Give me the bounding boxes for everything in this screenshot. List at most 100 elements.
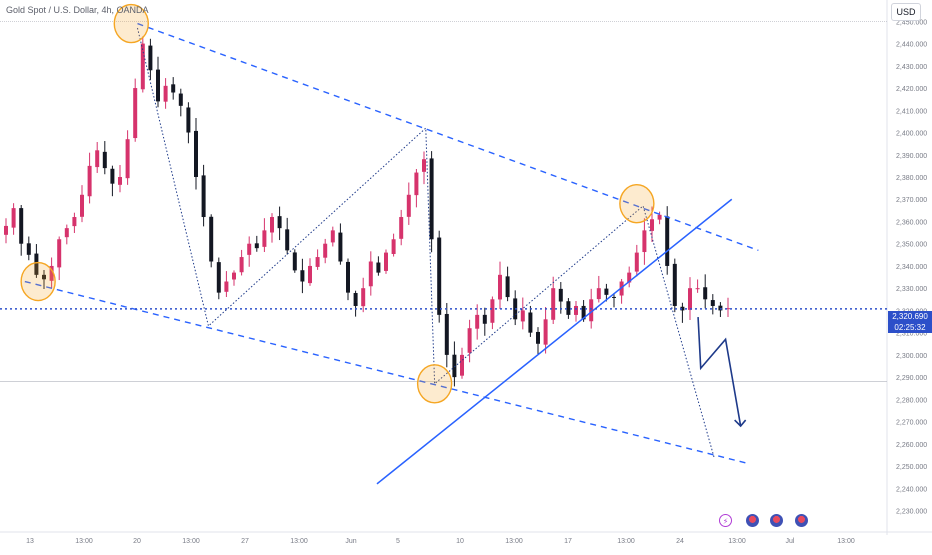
candle-body bbox=[49, 265, 54, 281]
candle-body bbox=[490, 299, 495, 323]
time-tick-label: 20 bbox=[133, 538, 141, 545]
candle-body bbox=[323, 243, 328, 258]
price-tick-label: 2,440.000 bbox=[896, 42, 927, 49]
time-tick-label: 13:00 bbox=[182, 538, 200, 545]
candle-body bbox=[148, 45, 153, 71]
price-tick-label: 2,410.000 bbox=[896, 108, 927, 115]
symbol-title: Gold Spot / U.S. Dollar, 4h, OANDA bbox=[6, 5, 149, 15]
candle-body bbox=[118, 177, 122, 185]
price-tick-label: 2,350.000 bbox=[896, 242, 927, 249]
candle-body bbox=[254, 243, 259, 249]
last-price-label: 2,320.690 02:25:32 bbox=[888, 311, 932, 333]
candle-body bbox=[384, 252, 388, 271]
candle-body bbox=[57, 239, 62, 268]
candle-body bbox=[140, 43, 145, 90]
flash-icon[interactable]: ⚡ bbox=[719, 514, 732, 527]
candle-body bbox=[133, 88, 138, 139]
highlight-circle bbox=[416, 364, 453, 404]
candle-body bbox=[444, 313, 449, 355]
time-tick-label: 27 bbox=[241, 538, 249, 545]
candle-body bbox=[178, 93, 183, 106]
candle-body bbox=[186, 107, 191, 133]
price-tick-label: 2,240.000 bbox=[896, 486, 927, 493]
us-flag-icon[interactable] bbox=[746, 514, 759, 527]
price-tick-label: 2,420.000 bbox=[896, 86, 927, 93]
price-tick-label: 2,310.000 bbox=[896, 331, 927, 338]
price-tick-label: 2,280.000 bbox=[896, 397, 927, 404]
time-tick-label: 13 bbox=[26, 538, 34, 545]
candle-body bbox=[612, 296, 616, 298]
candle-body bbox=[399, 217, 404, 239]
candle-body bbox=[26, 243, 31, 255]
price-tick-label: 2,290.000 bbox=[896, 375, 927, 382]
candle-body bbox=[64, 228, 69, 238]
candle-body bbox=[232, 272, 236, 280]
candle-body bbox=[376, 262, 381, 273]
price-tick-label: 2,300.000 bbox=[896, 353, 927, 360]
candle-body bbox=[589, 299, 594, 322]
time-tick-label: 13:00 bbox=[617, 538, 635, 545]
projection-arrow-path bbox=[697, 317, 742, 427]
candle-body bbox=[209, 216, 214, 262]
candle-body bbox=[285, 229, 290, 251]
highlight-circle bbox=[619, 183, 655, 224]
candle-body bbox=[277, 216, 282, 229]
time-tick-label: 13:00 bbox=[837, 538, 855, 545]
us-flag-icon[interactable] bbox=[795, 514, 808, 527]
price-tick-label: 2,260.000 bbox=[896, 442, 927, 449]
candle-body bbox=[171, 84, 176, 93]
us-flag-icon[interactable] bbox=[770, 514, 783, 527]
candle-body bbox=[726, 308, 730, 310]
candle-body bbox=[87, 165, 92, 197]
candle-body bbox=[19, 208, 24, 244]
time-tick-label: 24 bbox=[676, 538, 684, 545]
candle-body bbox=[102, 151, 107, 169]
candle-body bbox=[239, 257, 244, 273]
time-tick-label: 10 bbox=[456, 538, 464, 545]
candle-body bbox=[558, 288, 563, 302]
price-tick-label: 2,450.000 bbox=[896, 19, 927, 26]
candle-body bbox=[665, 216, 670, 266]
candle-body bbox=[703, 287, 708, 300]
time-tick-label: 5 bbox=[396, 538, 400, 545]
price-tick-label: 2,430.000 bbox=[896, 64, 927, 71]
candle-body bbox=[247, 243, 252, 255]
last-price-value: 2,320.690 bbox=[892, 312, 928, 321]
candle-body bbox=[695, 288, 700, 290]
candle-body bbox=[11, 208, 16, 228]
price-tick-label: 2,270.000 bbox=[896, 420, 927, 427]
candle-body bbox=[536, 331, 540, 344]
price-tick-label: 2,360.000 bbox=[896, 219, 927, 226]
price-tick-label: 2,230.000 bbox=[896, 509, 927, 516]
time-tick-label: 13:00 bbox=[75, 538, 93, 545]
bar-countdown: 02:25:32 bbox=[894, 323, 926, 332]
candle-body bbox=[34, 253, 39, 275]
candle-body bbox=[528, 312, 533, 333]
candle-body bbox=[42, 274, 46, 280]
time-tick-label: 13:00 bbox=[728, 538, 746, 545]
highlight-circle bbox=[20, 261, 56, 302]
channel-lower-line bbox=[24, 280, 750, 465]
candle-body bbox=[581, 305, 586, 320]
candle-body bbox=[72, 217, 77, 227]
zigzag-pattern bbox=[136, 27, 715, 458]
candle-body bbox=[4, 225, 8, 235]
candle-body bbox=[718, 305, 723, 311]
candle-body bbox=[224, 281, 229, 292]
currency-button[interactable]: USD bbox=[891, 3, 921, 21]
candle-body bbox=[414, 172, 419, 196]
candle-body bbox=[368, 261, 373, 287]
candle-body bbox=[482, 314, 487, 324]
candle-body bbox=[391, 239, 396, 255]
candle-body bbox=[353, 293, 358, 306]
candle-body bbox=[520, 310, 525, 322]
time-tick-label: Jun bbox=[345, 538, 356, 545]
candle-body bbox=[650, 219, 654, 231]
candle-body bbox=[308, 265, 312, 284]
candle-body bbox=[406, 194, 411, 217]
candle-body bbox=[201, 175, 206, 218]
price-tick-label: 2,340.000 bbox=[896, 264, 927, 271]
candle-body bbox=[672, 263, 677, 306]
